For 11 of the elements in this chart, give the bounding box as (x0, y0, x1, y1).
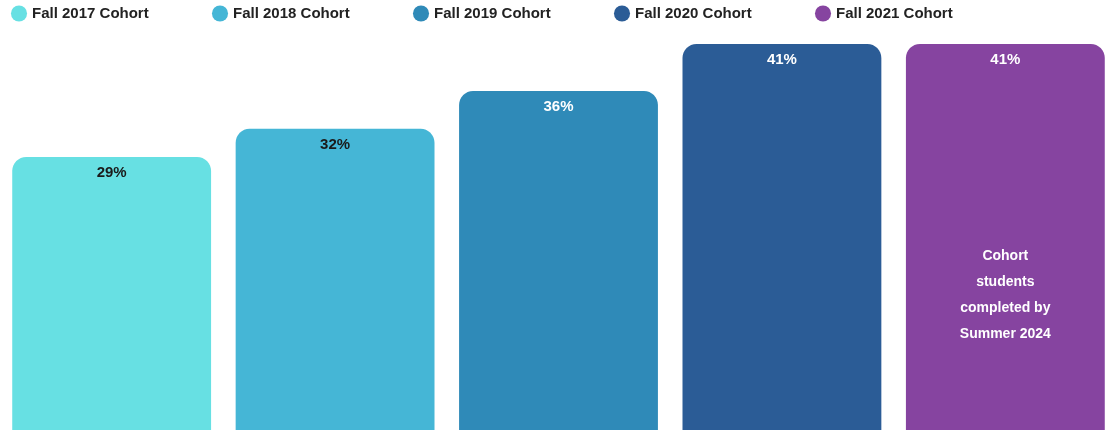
legend-label: Fall 2021 Cohort (836, 4, 953, 22)
legend-label: Fall 2018 Cohort (233, 4, 350, 22)
legend-label: Fall 2020 Cohort (635, 4, 752, 22)
annotation: Cohort students completed by Summer 2024 (959, 247, 1052, 342)
data-label: 32% (320, 134, 351, 152)
legend-label: Fall 2019 Cohort (434, 4, 551, 22)
data-label: 41% (766, 50, 797, 67)
data-label: 36% (543, 97, 574, 115)
legend-label: Fall 2017 Cohort (32, 4, 149, 22)
data-label: 41% (990, 50, 1021, 67)
data-label: 29% (96, 162, 127, 180)
